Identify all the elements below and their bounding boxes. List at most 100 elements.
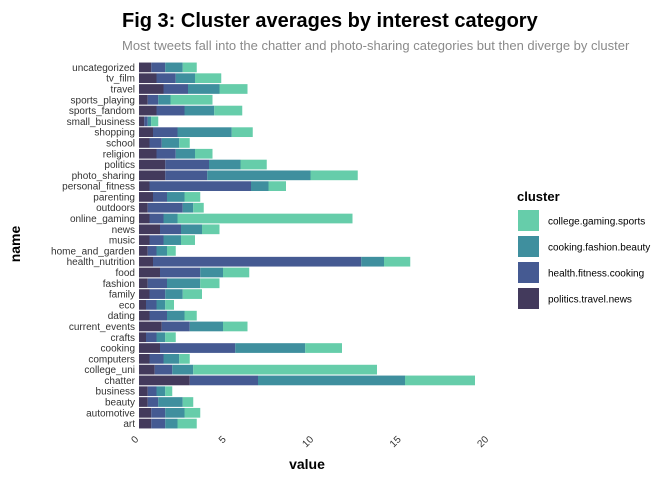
legend-title: cluster (517, 189, 560, 204)
bar-tv_film-series-3 (195, 73, 222, 84)
bar-uncategorized-series-3 (182, 62, 197, 73)
legend-swatch (518, 210, 539, 231)
bar-beauty-series-3 (182, 397, 194, 407)
y-tick-label: cooking (101, 344, 135, 355)
legend-swatch (518, 236, 539, 257)
bar-current_events-series-0 (139, 321, 162, 332)
bar-chatter-series-0 (139, 375, 190, 386)
y-tick-label: beauty (105, 398, 135, 409)
bar-cooking-series-3 (305, 343, 342, 353)
bar-college_uni-series-0 (139, 364, 155, 375)
bar-photo_sharing-series-3 (310, 170, 358, 181)
bar-outdoors-series-1 (147, 202, 183, 213)
bar-health_nutrition-series-2 (361, 256, 384, 267)
x-tick-label: 15 (388, 434, 404, 450)
bar-small_business-series-1 (144, 116, 148, 127)
bar-business-series-3 (165, 386, 173, 397)
bar-eco-series-1 (146, 300, 157, 310)
chart-title: Fig 3: Cluster averages by interest cate… (122, 10, 539, 32)
y-tick-label: uncategorized (72, 63, 135, 74)
bar-food-series-3 (223, 267, 250, 278)
y-axis-title: name (7, 226, 23, 263)
bar-crafts-series-1 (146, 332, 157, 343)
bar-crafts-series-2 (156, 332, 166, 343)
bar-travel-series-1 (163, 84, 188, 94)
bar-music-series-0 (139, 235, 150, 245)
legend-label: health.fitness.cooking (548, 269, 644, 280)
bar-beauty-series-2 (158, 397, 183, 407)
bar-family-series-3 (182, 289, 202, 299)
y-tick-label: sports_fandom (69, 106, 135, 117)
y-tick-label: shopping (94, 128, 135, 139)
legend-label: cooking.fashion.beauty (548, 243, 650, 254)
bar-uncategorized-series-0 (139, 62, 152, 73)
bar-sports_fandom-series-3 (214, 105, 243, 116)
bar-beauty-series-0 (139, 397, 148, 407)
y-tick-label: fashion (103, 279, 135, 290)
bar-food-series-2 (200, 267, 223, 278)
bar-small_business-series-2 (147, 116, 152, 127)
bar-online_gaming-series-2 (163, 213, 178, 224)
bar-computers-series-1 (149, 353, 164, 364)
bar-religion-series-3 (195, 148, 213, 159)
x-tick-label: 0 (129, 434, 141, 446)
bar-parenting-series-1 (153, 192, 167, 202)
bar-travel-series-3 (219, 84, 248, 94)
bar-family-series-1 (149, 289, 166, 299)
y-tick-label: home_and_garden (51, 246, 135, 257)
bar-music-series-1 (149, 235, 164, 245)
bar-sports_fandom-series-0 (139, 105, 157, 116)
y-tick-label: outdoors (96, 203, 135, 214)
y-tick-label: parenting (93, 192, 135, 203)
bar-news-series-0 (139, 224, 160, 235)
bar-art-series-1 (151, 418, 166, 429)
bar-shopping-series-3 (231, 127, 253, 138)
y-tick-label: art (123, 419, 135, 430)
bar-travel-series-0 (139, 84, 164, 94)
bar-parenting-series-3 (184, 192, 201, 202)
bar-sports_playing-series-2 (158, 94, 171, 105)
x-tick-label: 10 (300, 434, 316, 450)
y-tick-label: business (96, 387, 135, 398)
y-tick-labels: uncategorizedtv_filmtravelsports_playing… (51, 63, 136, 430)
y-tick-label: tv_film (106, 74, 135, 85)
legend-label: politics.travel.news (548, 295, 632, 306)
y-tick-label: photo_sharing (72, 171, 135, 182)
bar-fashion-series-0 (139, 278, 148, 289)
y-tick-label: news (112, 225, 135, 236)
bar-small_business-series-3 (151, 116, 159, 127)
bar-health_nutrition-series-1 (153, 256, 362, 267)
bar-business-series-0 (139, 386, 148, 397)
bar-business-series-1 (147, 386, 157, 397)
bar-parenting-series-0 (139, 192, 153, 202)
bar-outdoors-series-2 (182, 202, 194, 213)
bars-group (139, 62, 475, 429)
bar-family-series-2 (165, 289, 183, 299)
y-tick-label: health_nutrition (67, 257, 135, 268)
legend: cluster college.gaming.sports cooking.fas… (517, 189, 650, 309)
bar-beauty-series-1 (147, 397, 159, 407)
bar-dating-series-3 (184, 310, 197, 321)
bar-news-series-1 (160, 224, 181, 235)
bar-art-series-3 (177, 418, 197, 429)
y-tick-label: religion (103, 149, 135, 160)
bar-college_uni-series-3 (193, 364, 377, 375)
bar-automotive-series-2 (165, 407, 185, 418)
y-tick-label: computers (88, 354, 135, 365)
bar-school-series-3 (179, 138, 190, 148)
bar-personal_fitness-series-1 (149, 181, 251, 191)
bar-automotive-series-0 (139, 407, 152, 418)
y-tick-label: small_business (67, 117, 135, 128)
bar-small_business-series-0 (139, 116, 145, 127)
bar-chatter-series-3 (405, 375, 475, 386)
y-tick-label: automotive (86, 408, 135, 419)
bar-news-series-3 (202, 224, 220, 235)
bar-sports_fandom-series-2 (184, 105, 215, 116)
bar-food-series-0 (139, 267, 160, 278)
bar-politics-series-1 (165, 159, 209, 170)
bar-personal_fitness-series-3 (268, 181, 286, 191)
bar-photo_sharing-series-1 (165, 170, 208, 181)
bar-school-series-0 (139, 138, 150, 148)
bar-automotive-series-3 (184, 407, 201, 418)
